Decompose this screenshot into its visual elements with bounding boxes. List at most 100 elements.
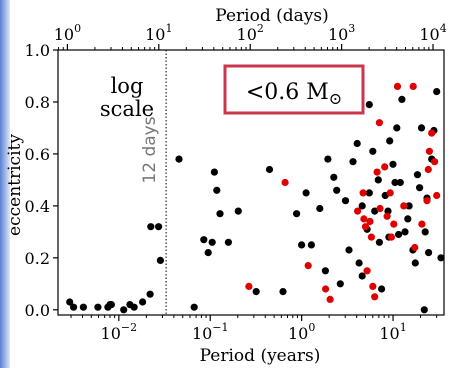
black-data-point [316,204,324,213]
black-data-point [333,186,341,194]
black-data-point [433,88,441,96]
black-data-point [420,306,428,314]
black-data-point [321,267,329,275]
black-data-point [302,189,310,197]
black-data-point [341,197,350,205]
black-data-point [210,168,218,176]
black-data-point [94,303,102,311]
black-data-point [216,210,224,218]
tick-label: 100 [54,22,81,44]
bottom-axis-ticks: 10−2 10−1 100 101 [70,315,438,343]
black-data-point [345,246,353,254]
tick-label: 10−1 [192,321,229,343]
red-data-point [411,243,419,252]
red-data-point [390,220,398,228]
black-data-point [389,160,397,168]
black-data-point [349,158,357,166]
black-data-point [324,155,332,163]
tick-label: 10−2 [101,321,138,343]
black-data-point [405,202,413,210]
black-data-point [155,223,163,231]
black-data-point [79,303,87,311]
red-data-point [428,129,436,137]
black-data-point [355,259,363,267]
tick-label: 104 [419,22,446,44]
black-data-point [190,303,198,311]
black-data-point [401,228,409,236]
black-data-point [147,223,155,231]
black-data-point [330,173,338,181]
black-data-point [417,124,426,132]
black-data-point [386,137,394,145]
black-data-point [234,207,242,215]
tick-label: 100 [288,321,315,343]
red-data-point [363,267,371,275]
red-data-point [373,168,381,176]
window-edge [0,0,10,368]
black-data-point [378,285,386,293]
red-data-point [322,285,330,293]
black-data-point [398,95,406,103]
red-data-point [383,212,391,220]
black-data-point [200,236,208,244]
black-data-point [369,147,377,155]
red-data-point [418,220,426,228]
tick-label: 102 [237,22,264,44]
plot-frame [57,49,445,316]
black-data-point [265,165,274,174]
red-data-point [281,178,289,187]
red-data-point [433,191,441,200]
y-tick-label: 1.0 [25,41,50,60]
black-data-point [307,241,315,249]
black-data-point [336,280,344,288]
black-data-point [393,124,401,132]
red-data-point [326,295,334,303]
red-data-point [423,197,431,205]
black-data-point [70,303,78,311]
y-tick-label: 0.6 [25,145,50,164]
black-data-point [375,238,383,246]
tick-label: 101 [145,22,172,44]
black-data-point [421,228,429,236]
red-data-point [424,165,432,174]
red-data-point [367,233,375,241]
black-data-point [175,155,183,163]
black-data-point [425,249,433,257]
red-data-point [376,204,384,213]
data-points [66,69,445,314]
black-data-point [353,139,361,148]
mass-cut-box: <0.6 M⊙ [223,64,365,115]
red-data-point [369,282,377,290]
black-data-point [411,259,419,267]
log-scale-label-line1: log [111,74,144,98]
y-tick-label: 0.8 [25,93,50,112]
black-data-point [156,256,164,264]
red-data-point [359,189,367,197]
red-data-point [387,233,395,241]
black-data-point [365,189,373,197]
black-data-point [413,171,422,179]
y-tick-label: 0.2 [25,249,50,268]
red-data-point [386,189,394,197]
black-data-point [208,238,216,246]
black-data-point [416,184,424,192]
bottom-axis-label: Period (years) [200,346,321,366]
black-data-point [365,101,373,109]
red-data-point [375,119,383,127]
black-data-point [204,249,212,257]
red-data-point [425,147,433,155]
red-data-point [366,217,374,226]
red-data-point [381,163,389,171]
red-data-point [304,262,312,270]
black-data-point [437,254,445,262]
y-tick-label: 0.4 [25,197,50,216]
log-scale-label-line2: scale [100,97,154,121]
red-data-point [371,293,379,301]
red-data-point [360,215,368,223]
tick-label: 101 [379,321,406,343]
black-data-point [358,272,366,280]
black-data-point [213,186,221,194]
red-data-point [245,282,253,290]
black-data-point [139,298,147,306]
